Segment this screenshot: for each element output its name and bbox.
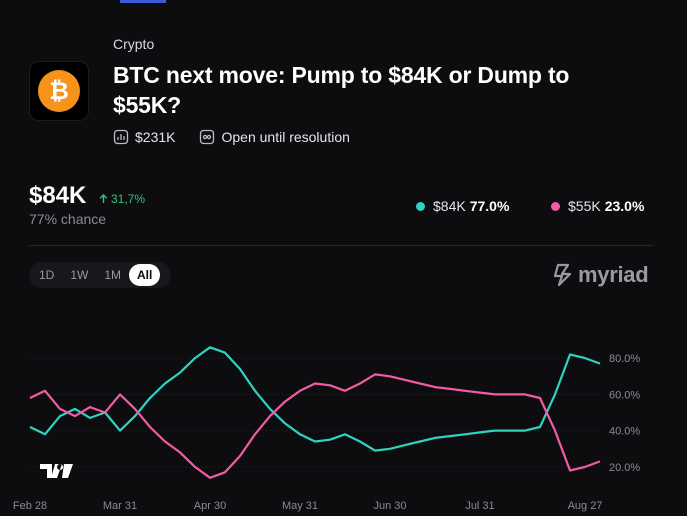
x-tick-label: Jul 31 — [465, 500, 494, 512]
legend-label: $84K — [433, 198, 466, 214]
legend-label: $55K — [568, 198, 601, 214]
series-line-down — [29, 373, 601, 479]
legend-item-84k[interactable]: $84K 77.0% — [416, 198, 509, 214]
tradingview-logo-icon — [40, 464, 73, 478]
x-tick-label: Mar 31 — [103, 500, 137, 512]
x-tick-label: May 31 — [282, 500, 318, 512]
market-volume: $231K — [135, 129, 176, 145]
price-history-chart[interactable]: 20.0% 40.0% 60.0% 80.0% Feb 28 Mar 31 Apr 30 Ma… — [0, 330, 687, 516]
series-line-up — [29, 346, 601, 452]
market-meta: $231K Open until resolution — [113, 129, 350, 145]
y-tick-label: 80.0% — [609, 353, 640, 365]
range-all-button[interactable]: All — [129, 264, 161, 286]
range-1m-button[interactable]: 1M — [104, 268, 122, 282]
outcome-chance: 77% chance — [29, 211, 107, 227]
market-status: Open until resolution — [221, 129, 350, 145]
y-tick-label: 20.0% — [609, 462, 640, 474]
x-tick-label: Aug 27 — [568, 500, 603, 512]
myriad-logo-icon — [553, 263, 572, 287]
top-tab-indicator — [120, 0, 166, 3]
y-tick-label: 40.0% — [609, 426, 640, 438]
market-title: BTC next move: Pump to $84K or Dump to $… — [113, 62, 570, 118]
outcome-price: $84K — [29, 182, 87, 209]
price-change: 31,7% — [99, 192, 145, 206]
brand-name: myriad — [578, 262, 649, 287]
legend-value: 77.0% — [469, 198, 510, 214]
range-1d-button[interactable]: 1D — [39, 268, 55, 282]
legend-item-55k[interactable]: $55K 23.0% — [551, 198, 644, 214]
x-tick-label: Feb 28 — [13, 500, 47, 512]
legend-dot — [551, 201, 560, 211]
arrow-up-icon — [99, 194, 108, 203]
volume-chart-icon — [113, 129, 129, 145]
price-change-value: 31,7% — [111, 192, 146, 206]
svg-text:₿: ₿ — [49, 78, 69, 105]
market-logo: ₿ — [29, 61, 117, 121]
myriad-brand: myriad — [552, 262, 649, 288]
bitcoin-icon: ₿ — [38, 70, 80, 112]
infinity-icon — [199, 129, 215, 145]
section-divider — [29, 245, 653, 246]
legend-value: 23.0% — [604, 198, 645, 214]
x-tick-label: Jun 30 — [373, 500, 406, 512]
time-range-selector: 1D 1W 1M All — [29, 262, 171, 288]
legend-dot — [416, 201, 425, 211]
logo-tile: ₿ — [29, 61, 89, 121]
range-1w-button[interactable]: 1W — [70, 268, 89, 282]
x-tick-label: Apr 30 — [194, 500, 226, 512]
y-tick-label: 60.0% — [609, 389, 640, 401]
market-category[interactable]: Crypto — [113, 36, 155, 52]
